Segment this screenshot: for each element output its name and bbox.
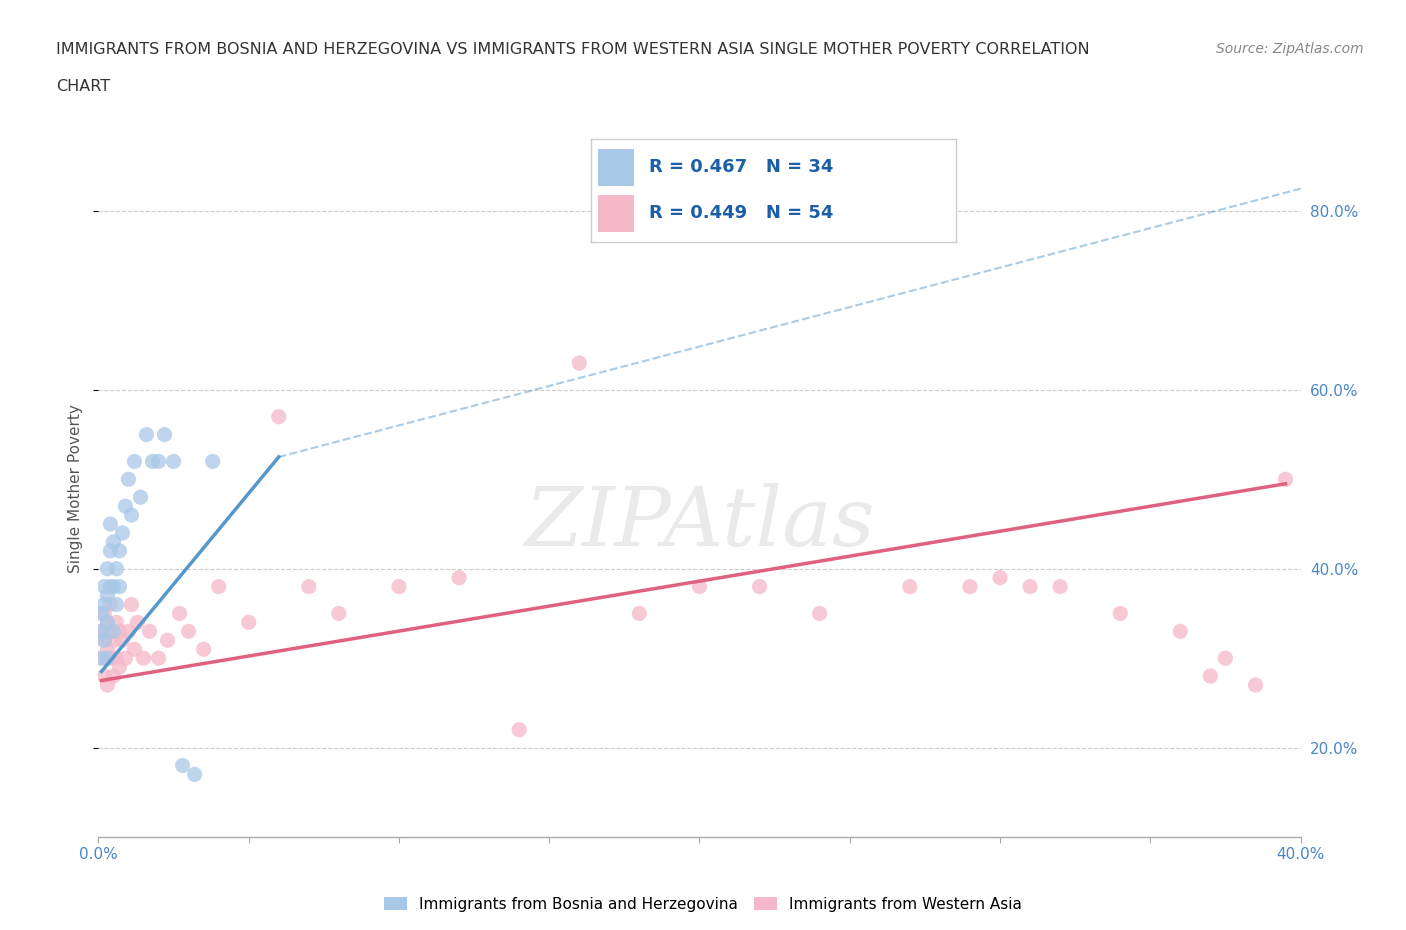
- Point: [267, 409, 290, 424]
- Point: [96, 642, 118, 657]
- Point: [238, 615, 260, 630]
- Point: [100, 651, 122, 666]
- Point: [93, 632, 115, 647]
- Point: [689, 579, 711, 594]
- Text: ZIPAtlas: ZIPAtlas: [524, 483, 875, 564]
- Point: [508, 723, 530, 737]
- Point: [129, 490, 152, 505]
- Point: [111, 525, 134, 540]
- Bar: [598, 149, 634, 186]
- Point: [193, 642, 215, 657]
- Point: [103, 579, 125, 594]
- Point: [132, 651, 155, 666]
- Point: [208, 579, 231, 594]
- Point: [96, 651, 118, 666]
- Point: [114, 498, 136, 513]
- Point: [1019, 579, 1042, 594]
- Point: [108, 579, 131, 594]
- Point: [141, 454, 163, 469]
- Point: [748, 579, 770, 594]
- Point: [90, 624, 112, 639]
- Point: [177, 624, 200, 639]
- Point: [108, 543, 131, 558]
- Point: [96, 615, 118, 630]
- Point: [121, 508, 143, 523]
- Point: [183, 767, 205, 782]
- Text: IMMIGRANTS FROM BOSNIA AND HERZEGOVINA VS IMMIGRANTS FROM WESTERN ASIA SINGLE MO: IMMIGRANTS FROM BOSNIA AND HERZEGOVINA V…: [56, 42, 1090, 57]
- Text: R = 0.449   N = 54: R = 0.449 N = 54: [650, 204, 834, 221]
- Point: [162, 454, 184, 469]
- Point: [124, 642, 146, 657]
- Point: [1244, 678, 1267, 693]
- Point: [328, 606, 350, 621]
- Point: [959, 579, 981, 594]
- Point: [96, 615, 118, 630]
- Point: [1049, 579, 1071, 594]
- Point: [105, 597, 128, 612]
- Point: [90, 624, 112, 639]
- Point: [1215, 651, 1237, 666]
- Point: [156, 632, 179, 647]
- Point: [628, 606, 651, 621]
- Point: [100, 624, 122, 639]
- Point: [135, 427, 157, 442]
- Point: [108, 659, 131, 674]
- Point: [93, 597, 115, 612]
- Point: [898, 579, 921, 594]
- Point: [111, 632, 134, 647]
- Point: [103, 535, 125, 550]
- Text: CHART: CHART: [56, 79, 110, 94]
- Point: [447, 570, 470, 585]
- Point: [117, 624, 139, 639]
- Point: [153, 427, 176, 442]
- Point: [114, 651, 136, 666]
- Point: [1274, 472, 1296, 486]
- Point: [169, 606, 191, 621]
- Point: [103, 624, 125, 639]
- Point: [127, 615, 149, 630]
- Point: [96, 678, 118, 693]
- Point: [93, 606, 115, 621]
- Point: [1199, 669, 1222, 684]
- Point: [148, 651, 170, 666]
- Text: Source: ZipAtlas.com: Source: ZipAtlas.com: [1216, 42, 1364, 56]
- Point: [100, 597, 122, 612]
- Point: [568, 355, 591, 370]
- Point: [988, 570, 1011, 585]
- Point: [117, 472, 139, 486]
- Point: [138, 624, 160, 639]
- Y-axis label: Single Mother Poverty: Single Mother Poverty: [67, 404, 83, 573]
- Point: [108, 624, 131, 639]
- Point: [124, 454, 146, 469]
- Point: [90, 606, 112, 621]
- Point: [121, 597, 143, 612]
- Point: [90, 651, 112, 666]
- Point: [96, 588, 118, 603]
- Point: [201, 454, 224, 469]
- Point: [96, 562, 118, 577]
- Point: [105, 615, 128, 630]
- Point: [1109, 606, 1132, 621]
- Point: [103, 632, 125, 647]
- Point: [100, 543, 122, 558]
- Point: [808, 606, 831, 621]
- Bar: [598, 194, 634, 232]
- Point: [148, 454, 170, 469]
- Point: [172, 758, 194, 773]
- Point: [298, 579, 321, 594]
- Point: [103, 669, 125, 684]
- Point: [1170, 624, 1192, 639]
- Text: R = 0.467   N = 34: R = 0.467 N = 34: [650, 157, 834, 176]
- Point: [100, 516, 122, 531]
- Point: [100, 579, 122, 594]
- Point: [93, 579, 115, 594]
- Point: [93, 669, 115, 684]
- Point: [105, 562, 128, 577]
- Point: [105, 651, 128, 666]
- Point: [93, 632, 115, 647]
- Legend: Immigrants from Bosnia and Herzegovina, Immigrants from Western Asia: Immigrants from Bosnia and Herzegovina, …: [378, 890, 1028, 918]
- Point: [90, 651, 112, 666]
- Point: [388, 579, 411, 594]
